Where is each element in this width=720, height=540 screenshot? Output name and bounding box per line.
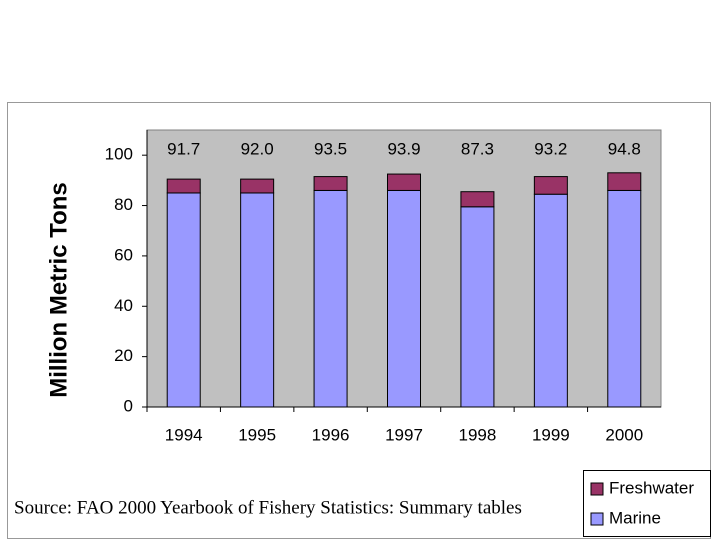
bar-segment (387, 189, 421, 408)
x-tick-label: 1995 (238, 425, 276, 444)
annotation: 93.2 (534, 139, 567, 158)
annotation: 92.0 (241, 139, 274, 158)
legend-swatch (590, 482, 604, 496)
legend-box (583, 470, 711, 537)
bar-segment (460, 191, 495, 208)
annotation: 91.7 (167, 139, 200, 158)
bar-segment (607, 172, 642, 191)
y-tick-label: 0 (124, 396, 133, 415)
bar-segment (313, 176, 348, 191)
bar-segment (387, 173, 421, 191)
source-note: Source: FAO 2000 Yearbook of Fishery Sta… (14, 497, 522, 518)
x-tick-label: 2000 (605, 425, 643, 444)
y-axis-label: Million Metric Tons (45, 182, 72, 398)
annotation: 94.8 (608, 139, 641, 158)
x-tick-label: 1994 (165, 425, 203, 444)
bar-segment (460, 206, 495, 408)
bar-segment (240, 192, 275, 408)
bar-segment (533, 176, 568, 195)
x-tick-label: 1999 (532, 425, 570, 444)
y-tick-label: 80 (114, 195, 133, 214)
annotation: 93.5 (314, 139, 347, 158)
bar-segment (607, 189, 642, 408)
y-tick-label: 60 (114, 245, 133, 264)
legend-swatch (590, 512, 604, 526)
annotation: 93.9 (387, 139, 420, 158)
x-tick-label: 1997 (385, 425, 423, 444)
bar-segment (166, 192, 201, 408)
x-tick-label: 1996 (312, 425, 350, 444)
bar-segment (240, 178, 275, 194)
annotation: 87.3 (461, 139, 494, 158)
legend-label: Marine (609, 508, 661, 527)
bar-segment (166, 178, 201, 194)
y-tick-label: 100 (105, 145, 133, 164)
y-tick-label: 20 (114, 346, 133, 365)
bar-segment (313, 189, 348, 408)
bar-segment (533, 193, 568, 408)
y-tick-label: 40 (114, 296, 133, 315)
legend-label: Freshwater (609, 478, 694, 497)
x-tick-label: 1998 (459, 425, 497, 444)
